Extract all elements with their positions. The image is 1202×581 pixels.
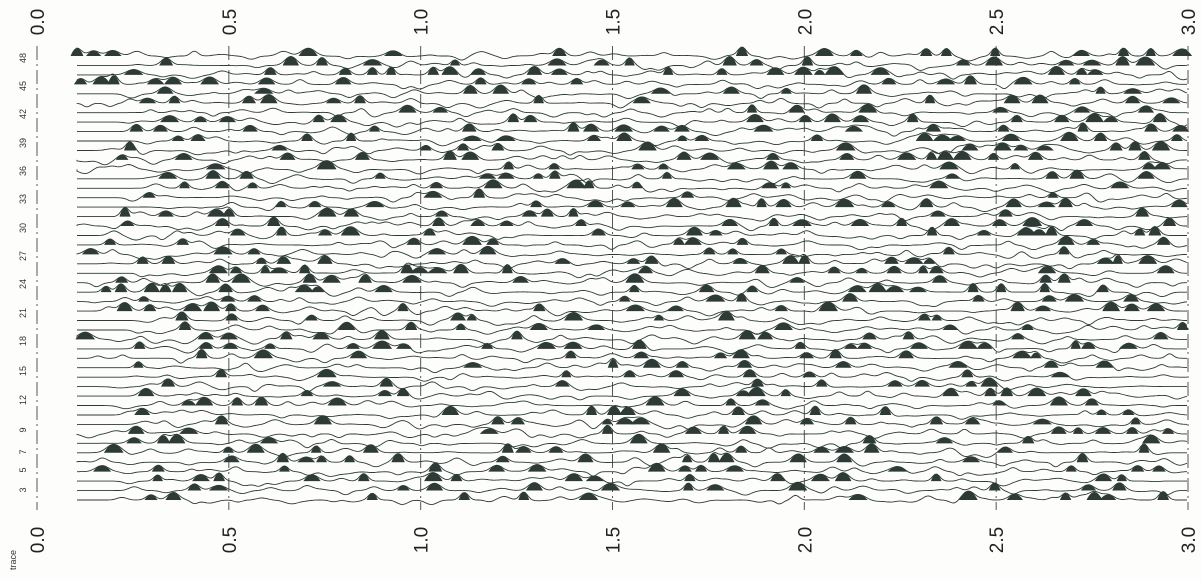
- trace-label: 27: [18, 251, 28, 261]
- top-tick-label: 2.5: [987, 9, 1008, 35]
- bottom-tick-label: 1.5: [604, 527, 625, 553]
- trace-label: 39: [18, 138, 28, 148]
- bottom-tick-label: 3.0: [1179, 527, 1200, 553]
- trace-label: 5: [18, 467, 28, 472]
- trace-axis-label: trace: [8, 550, 18, 570]
- trace-label: 36: [18, 166, 28, 176]
- trace-label: 9: [18, 427, 28, 432]
- trace-label: 12: [18, 395, 28, 405]
- trace-label: 33: [18, 194, 28, 204]
- top-tick-label: 3.0: [1179, 9, 1200, 35]
- top-tick-label: 1.0: [412, 9, 433, 35]
- top-tick-label: 0.0: [28, 9, 49, 35]
- top-tick-label: 0.5: [220, 9, 241, 35]
- bottom-tick-label: 1.0: [412, 527, 433, 553]
- trace-label: 42: [18, 109, 28, 119]
- bottom-tick-label: 2.5: [987, 527, 1008, 553]
- trace-label: 48: [18, 53, 28, 63]
- top-tick-label: 1.5: [604, 9, 625, 35]
- seismic-section: 0.0 0.5 1.0 1.5 2.0 2.5 3.0 0.0 0.5 1.0 1.5 2.0 2.5 3…: [0, 0, 1202, 581]
- bottom-tick-label: 0.0: [28, 527, 49, 553]
- trace-label: 30: [18, 223, 28, 233]
- trace-label: 15: [18, 366, 28, 376]
- bottom-tick-label: 0.5: [220, 527, 241, 553]
- trace-label: 24: [18, 279, 28, 289]
- bottom-tick-label: 2.0: [795, 527, 816, 553]
- top-tick-label: 2.0: [795, 9, 816, 35]
- trace-label: 21: [18, 308, 28, 318]
- trace-label: 18: [18, 336, 28, 346]
- trace-label: 7: [18, 449, 28, 454]
- trace-label: 45: [18, 81, 28, 91]
- trace-label: 3: [18, 487, 28, 492]
